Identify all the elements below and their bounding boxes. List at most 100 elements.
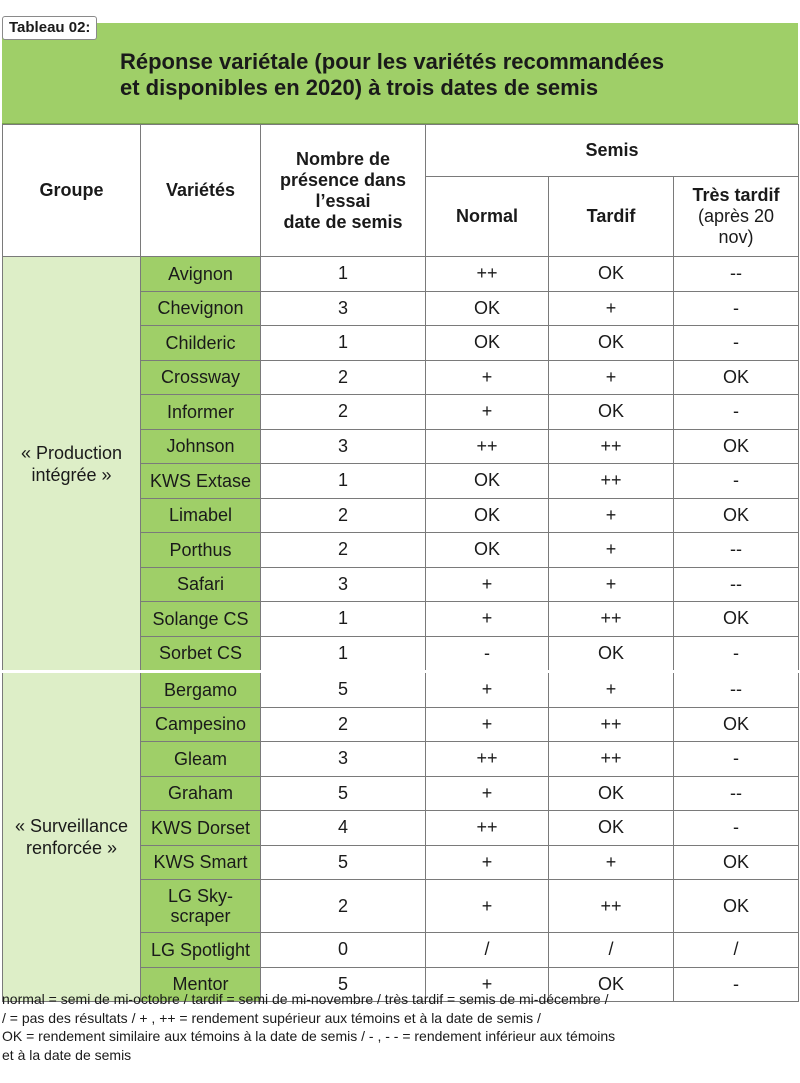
tres-tardif-cell: OK <box>673 497 799 533</box>
group-label-line-2: renforcée » <box>25 838 118 858</box>
tres-tardif-cell: - <box>673 741 799 777</box>
variety-cell: Chevignon <box>140 290 261 326</box>
tres-tardif-cell: -- <box>673 256 799 292</box>
tres-tardif-cell: OK <box>673 359 799 395</box>
normal-cell: OK <box>425 497 549 533</box>
header-tardif: Tardif <box>548 176 674 257</box>
variety-cell: Crossway <box>140 359 261 395</box>
group-label-line-1: « Surveillance <box>14 816 129 836</box>
tardif-cell: OK <box>548 966 674 1002</box>
count-cell: 4 <box>260 810 426 846</box>
count-cell: 2 <box>260 359 426 395</box>
variety-cell: LG Sky- scraper <box>140 879 261 933</box>
header-tres-tardif-line-2: (après 20 <box>697 206 775 226</box>
count-cell: 2 <box>260 497 426 533</box>
header-nombre-line-2: présence dans <box>279 169 407 190</box>
tardif-cell: + <box>548 497 674 533</box>
count-cell: 3 <box>260 566 426 602</box>
tardif-cell: OK <box>548 325 674 361</box>
normal-cell: + <box>425 394 549 430</box>
normal-cell: + <box>425 879 549 933</box>
variety-line-1: LG Sky- <box>167 886 233 906</box>
variety-cell: Childeric <box>140 325 261 361</box>
count-cell: 3 <box>260 428 426 464</box>
normal-cell: / <box>425 932 549 968</box>
header-semis: Semis <box>425 124 799 177</box>
count-cell: 5 <box>260 844 426 880</box>
variety-cell: Gleam <box>140 741 261 777</box>
tres-tardif-cell: -- <box>673 532 799 568</box>
count-cell: 2 <box>260 706 426 742</box>
tres-tardif-cell: - <box>673 290 799 326</box>
tres-tardif-cell: -- <box>673 670 799 708</box>
tardif-cell: / <box>548 932 674 968</box>
normal-cell: + <box>425 359 549 395</box>
table-title-line-1: Réponse variétale (pour les variétés rec… <box>120 49 665 74</box>
count-cell: 1 <box>260 256 426 292</box>
legend-line: OK = rendement similaire aux témoins à l… <box>2 1028 616 1044</box>
tardif-cell: ++ <box>548 741 674 777</box>
variety-cell: KWS Dorset <box>140 810 261 846</box>
tardif-cell: OK <box>548 635 674 672</box>
tardif-cell: OK <box>548 810 674 846</box>
title-banner: Réponse variétale (pour les variétés rec… <box>2 23 798 124</box>
normal-cell: + <box>425 775 549 811</box>
header-nombre: Nombre de présence dans l’essai date de … <box>260 124 426 257</box>
variety-cell: Limabel <box>140 497 261 533</box>
header-tres-tardif-line-1: Très tardif <box>692 185 780 205</box>
count-cell: 5 <box>260 670 426 708</box>
tres-tardif-cell: OK <box>673 428 799 464</box>
tardif-cell: ++ <box>548 601 674 637</box>
normal-cell: + <box>425 601 549 637</box>
variety-cell: Informer <box>140 394 261 430</box>
tres-tardif-cell: OK <box>673 706 799 742</box>
header-normal: Normal <box>425 176 549 257</box>
tres-tardif-cell: - <box>673 966 799 1002</box>
variety-cell: Solange CS <box>140 601 261 637</box>
tres-tardif-cell: - <box>673 325 799 361</box>
variety-cell: Graham <box>140 775 261 811</box>
normal-cell: - <box>425 635 549 672</box>
count-cell: 2 <box>260 532 426 568</box>
count-cell: 1 <box>260 463 426 499</box>
variety-line-2: scraper <box>170 906 231 926</box>
count-cell: 5 <box>260 775 426 811</box>
normal-cell: + <box>425 966 549 1002</box>
group-label-surveillance-renforcee: « Surveillance renforcée » <box>2 670 141 1002</box>
tres-tardif-cell: OK <box>673 879 799 933</box>
variety-cell: Safari <box>140 566 261 602</box>
normal-cell: OK <box>425 325 549 361</box>
normal-cell: ++ <box>425 428 549 464</box>
variety-cell: Bergamo <box>140 670 261 708</box>
header-tres-tardif: Très tardif (après 20 nov) <box>673 176 799 257</box>
count-cell: 1 <box>260 635 426 672</box>
tres-tardif-cell: OK <box>673 601 799 637</box>
variety-cell: Johnson <box>140 428 261 464</box>
normal-cell: + <box>425 670 549 708</box>
count-cell: 3 <box>260 290 426 326</box>
variety-cell: Porthus <box>140 532 261 568</box>
variety-cell: Avignon <box>140 256 261 292</box>
tres-tardif-cell: / <box>673 932 799 968</box>
variety-cell: LG Spotlight <box>140 932 261 968</box>
count-cell: 3 <box>260 741 426 777</box>
tres-tardif-cell: -- <box>673 775 799 811</box>
normal-cell: OK <box>425 532 549 568</box>
variety-cell: Campesino <box>140 706 261 742</box>
legend-note: normal = semi de mi-octobre / tardif = s… <box>2 990 798 1064</box>
normal-cell: OK <box>425 290 549 326</box>
variety-response-table: Groupe Variétés Nombre de présence dans … <box>2 124 799 1002</box>
normal-cell: ++ <box>425 810 549 846</box>
legend-line: / = pas des résultats / + , ++ = rendeme… <box>2 1009 541 1026</box>
header-nombre-line-3: l’essai <box>315 190 371 211</box>
tardif-cell: ++ <box>548 463 674 499</box>
tardif-cell: ++ <box>548 879 674 933</box>
tardif-cell: + <box>548 670 674 708</box>
normal-cell: ++ <box>425 741 549 777</box>
tardif-cell: ++ <box>548 428 674 464</box>
legend-line: normal = semi de mi-octobre / tardif = s… <box>2 991 609 1007</box>
header-nombre-line-4: date de semis <box>283 211 403 232</box>
count-cell: 2 <box>260 879 426 933</box>
group-label-line-1: « Production <box>20 442 123 463</box>
tardif-cell: + <box>548 844 674 880</box>
